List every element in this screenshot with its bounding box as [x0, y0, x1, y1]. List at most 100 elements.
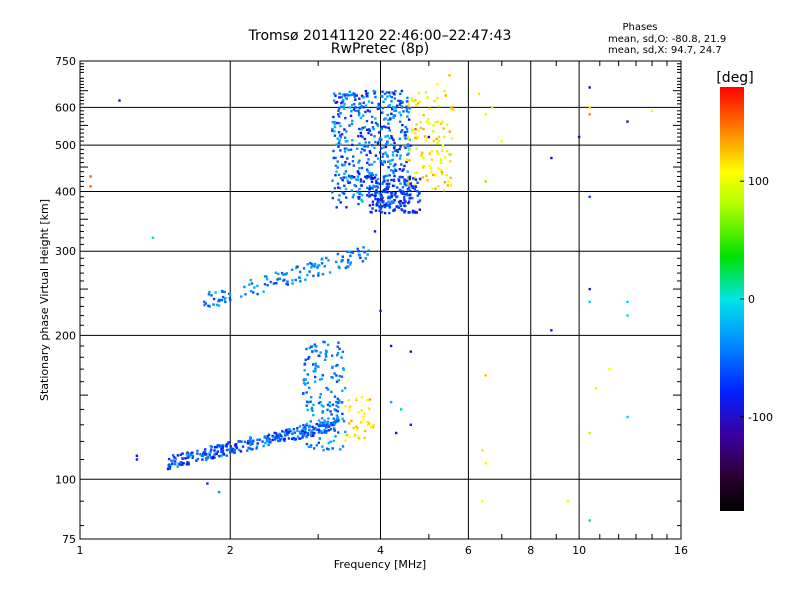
data-point	[347, 250, 351, 253]
data-point	[374, 209, 378, 212]
data-point	[306, 408, 309, 412]
data-point	[310, 408, 313, 411]
data-point	[299, 437, 302, 440]
data-point	[342, 192, 346, 195]
data-point	[364, 257, 367, 260]
data-point	[206, 482, 209, 485]
data-point	[312, 428, 315, 431]
data-point	[374, 154, 378, 157]
data-point	[306, 273, 309, 277]
y-tick-label: 600	[55, 101, 76, 114]
data-point	[324, 426, 328, 429]
data-point	[351, 93, 354, 96]
data-point	[408, 211, 411, 214]
data-point	[343, 184, 346, 187]
data-point	[406, 130, 409, 133]
data-point	[394, 109, 398, 112]
data-point	[362, 180, 365, 183]
data-point	[427, 118, 430, 121]
data-point	[391, 184, 395, 187]
data-point	[204, 458, 208, 462]
data-point	[429, 167, 433, 170]
data-point	[449, 153, 453, 156]
data-point	[353, 433, 357, 437]
data-point	[328, 271, 332, 274]
data-point	[267, 433, 271, 436]
data-point	[321, 411, 324, 414]
data-point	[438, 104, 441, 108]
data-point	[444, 156, 447, 159]
data-point	[357, 197, 360, 200]
data-point	[390, 193, 393, 196]
data-point	[311, 431, 314, 435]
data-point	[390, 195, 394, 198]
data-point	[344, 430, 347, 434]
data-point	[366, 253, 369, 256]
data-point	[388, 174, 391, 177]
data-point	[210, 448, 213, 451]
data-point	[220, 454, 223, 457]
data-point	[340, 101, 343, 105]
data-point	[366, 145, 369, 148]
data-point	[338, 106, 341, 110]
data-point	[626, 314, 629, 317]
data-point	[368, 204, 372, 207]
data-point	[389, 400, 393, 404]
data-point	[343, 102, 346, 106]
data-point	[336, 252, 340, 256]
data-point	[336, 397, 340, 401]
data-point	[351, 251, 355, 254]
data-point	[331, 127, 334, 131]
data-point	[363, 137, 367, 141]
data-point	[322, 448, 325, 452]
data-point	[248, 447, 251, 450]
data-point	[191, 454, 195, 458]
data-point	[368, 141, 371, 144]
data-point	[381, 201, 385, 204]
data-point	[240, 295, 243, 298]
data-point	[291, 432, 294, 435]
data-point	[174, 460, 177, 463]
data-point	[384, 188, 387, 191]
data-point	[410, 185, 414, 188]
data-point	[341, 179, 344, 182]
data-point	[349, 93, 352, 97]
data-point	[331, 447, 334, 450]
colorbar-tick-label: -100	[748, 411, 773, 424]
data-point	[390, 178, 393, 182]
data-point	[185, 453, 188, 456]
data-point	[484, 374, 487, 377]
data-point	[319, 421, 322, 424]
data-point	[365, 92, 368, 96]
data-point	[388, 203, 391, 207]
data-point	[350, 103, 354, 107]
data-point	[323, 424, 326, 427]
data-point	[206, 457, 209, 460]
data-point	[477, 92, 481, 96]
data-point	[362, 114, 365, 117]
data-point	[408, 138, 411, 141]
data-point	[404, 146, 407, 149]
data-point	[275, 282, 278, 285]
data-point	[388, 206, 391, 209]
data-point	[250, 282, 254, 285]
data-point	[349, 148, 353, 151]
data-point	[382, 177, 386, 180]
data-point	[267, 440, 270, 444]
data-point	[409, 189, 412, 192]
data-point	[358, 102, 361, 106]
data-point	[366, 186, 369, 190]
data-point	[324, 421, 327, 424]
data-point	[381, 182, 384, 185]
data-point	[372, 89, 375, 93]
data-point	[308, 346, 311, 350]
data-point	[219, 445, 222, 448]
data-point	[430, 170, 433, 174]
chart-title: Tromsø 20141120 22:46:00–22:47:43	[248, 28, 512, 44]
data-point	[282, 273, 285, 276]
data-point	[291, 437, 294, 441]
data-point	[326, 343, 330, 346]
data-point	[344, 170, 348, 173]
data-point	[264, 442, 267, 445]
data-point	[316, 264, 319, 267]
